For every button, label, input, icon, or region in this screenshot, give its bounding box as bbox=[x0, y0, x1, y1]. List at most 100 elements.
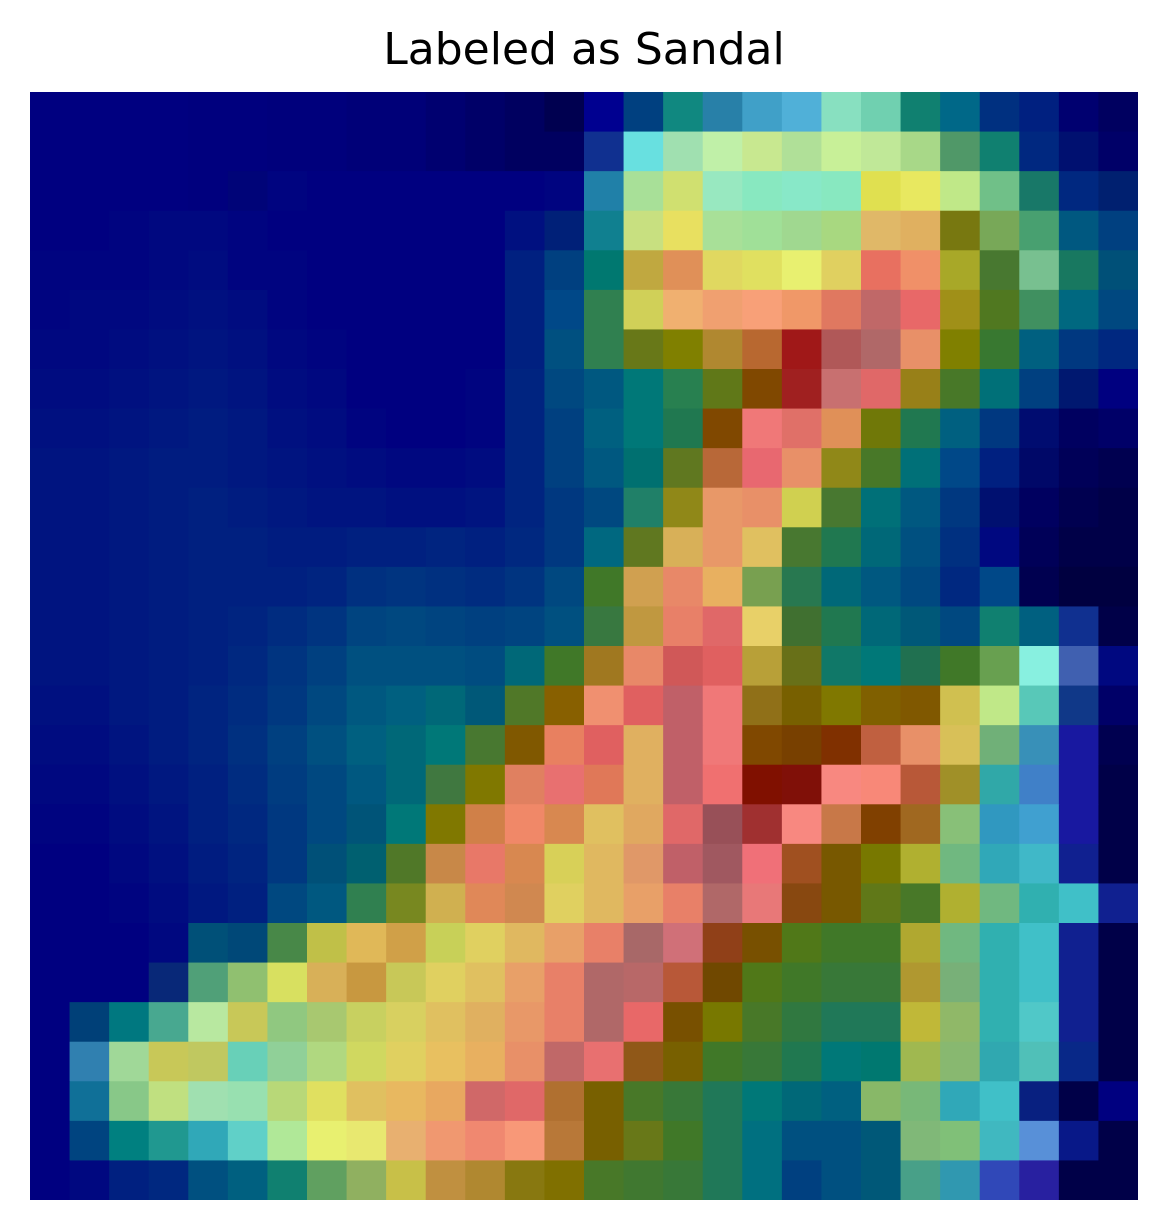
heatmap-cell bbox=[781, 764, 823, 805]
heatmap-cell bbox=[702, 289, 743, 331]
heatmap-cell bbox=[544, 289, 585, 331]
heatmap-cell bbox=[584, 171, 625, 212]
heatmap-cell bbox=[307, 131, 348, 172]
heatmap-cell bbox=[504, 329, 546, 370]
heatmap-cell bbox=[227, 527, 269, 568]
heatmap-cell bbox=[425, 923, 466, 964]
heatmap-cell bbox=[702, 843, 743, 885]
heatmap-cell bbox=[465, 725, 506, 766]
heatmap-cell bbox=[900, 646, 941, 687]
heatmap-cell bbox=[979, 408, 1020, 449]
heatmap-cell bbox=[386, 566, 427, 608]
heatmap-cell bbox=[307, 962, 348, 1003]
heatmap-cell bbox=[227, 210, 269, 251]
heatmap-cell bbox=[663, 764, 704, 805]
heatmap-cell bbox=[425, 487, 466, 528]
heatmap-cell bbox=[307, 1002, 348, 1043]
heatmap-cell bbox=[940, 804, 981, 845]
heatmap-cell bbox=[465, 369, 506, 410]
heatmap-cell bbox=[663, 1160, 704, 1200]
heatmap-cell bbox=[346, 962, 387, 1003]
heatmap-cell bbox=[1098, 1002, 1138, 1043]
heatmap-cell bbox=[148, 92, 189, 133]
heatmap-cell bbox=[386, 923, 427, 964]
heatmap-cell bbox=[900, 289, 941, 331]
heatmap-cell bbox=[267, 408, 308, 449]
heatmap-cell bbox=[979, 685, 1020, 726]
heatmap-cell bbox=[1058, 329, 1100, 370]
heatmap-cell bbox=[584, 804, 625, 845]
heatmap-cell bbox=[109, 487, 150, 528]
heatmap-cell bbox=[900, 764, 941, 805]
heatmap-cell bbox=[821, 1041, 862, 1082]
heatmap-cell bbox=[979, 883, 1020, 924]
heatmap-cell bbox=[1019, 725, 1060, 766]
heatmap-cell bbox=[346, 527, 387, 568]
heatmap-cell bbox=[465, 646, 506, 687]
heatmap-cell bbox=[781, 289, 823, 331]
heatmap-cell bbox=[702, 171, 743, 212]
heatmap-cell bbox=[1098, 92, 1138, 133]
heatmap-cell bbox=[227, 408, 269, 449]
heatmap-cell bbox=[30, 566, 71, 608]
heatmap-cell bbox=[544, 843, 585, 885]
heatmap-cell bbox=[504, 527, 546, 568]
heatmap-cell bbox=[109, 131, 150, 172]
heatmap-cell bbox=[1098, 685, 1138, 726]
heatmap-cell bbox=[69, 487, 110, 528]
heatmap-cell bbox=[504, 1081, 546, 1122]
heatmap-cell bbox=[861, 1120, 902, 1162]
heatmap-cell bbox=[742, 764, 783, 805]
heatmap-cell bbox=[69, 171, 110, 212]
heatmap-cell bbox=[861, 1041, 902, 1082]
heatmap-cell bbox=[307, 487, 348, 528]
heatmap-cell bbox=[544, 685, 585, 726]
heatmap-cell bbox=[544, 1002, 585, 1043]
heatmap-cell bbox=[544, 1120, 585, 1162]
heatmap-cell bbox=[465, 250, 506, 291]
heatmap-cell bbox=[1019, 843, 1060, 885]
heatmap-cell bbox=[940, 1041, 981, 1082]
heatmap-cell bbox=[227, 606, 269, 647]
heatmap-cell bbox=[346, 171, 387, 212]
heatmap-cell bbox=[425, 210, 466, 251]
heatmap-cell bbox=[109, 962, 150, 1003]
heatmap-cell bbox=[386, 962, 427, 1003]
heatmap-cell bbox=[386, 843, 427, 885]
heatmap-cell bbox=[861, 566, 902, 608]
heatmap-cell bbox=[465, 408, 506, 449]
heatmap-cell bbox=[109, 250, 150, 291]
heatmap-cell bbox=[702, 448, 743, 489]
heatmap-cell bbox=[109, 725, 150, 766]
heatmap-cell bbox=[821, 1002, 862, 1043]
heatmap-cell bbox=[781, 883, 823, 924]
heatmap-cell bbox=[861, 408, 902, 449]
heatmap-cell bbox=[386, 448, 427, 489]
heatmap-cell bbox=[1019, 487, 1060, 528]
heatmap-cell bbox=[267, 1120, 308, 1162]
heatmap-cell bbox=[69, 764, 110, 805]
heatmap-cell bbox=[584, 923, 625, 964]
heatmap-cell bbox=[940, 448, 981, 489]
heatmap-cell bbox=[109, 369, 150, 410]
heatmap-cell bbox=[702, 369, 743, 410]
heatmap-cell bbox=[465, 606, 506, 647]
heatmap-cell bbox=[30, 685, 71, 726]
heatmap-cell bbox=[465, 843, 506, 885]
heatmap-cell bbox=[861, 92, 902, 133]
heatmap-cell bbox=[781, 962, 823, 1003]
heatmap-cell bbox=[702, 923, 743, 964]
heatmap-cell bbox=[663, 210, 704, 251]
heatmap-cell bbox=[346, 923, 387, 964]
heatmap-cell bbox=[821, 1160, 862, 1200]
heatmap-cell bbox=[1098, 171, 1138, 212]
heatmap-cell bbox=[425, 1160, 466, 1200]
heatmap-cell bbox=[900, 685, 941, 726]
heatmap-cell bbox=[979, 1041, 1020, 1082]
heatmap-cell bbox=[30, 92, 71, 133]
heatmap-cell bbox=[148, 646, 189, 687]
heatmap-cell bbox=[979, 566, 1020, 608]
heatmap-cell bbox=[188, 725, 229, 766]
heatmap-cell bbox=[109, 606, 150, 647]
heatmap-cell bbox=[900, 843, 941, 885]
